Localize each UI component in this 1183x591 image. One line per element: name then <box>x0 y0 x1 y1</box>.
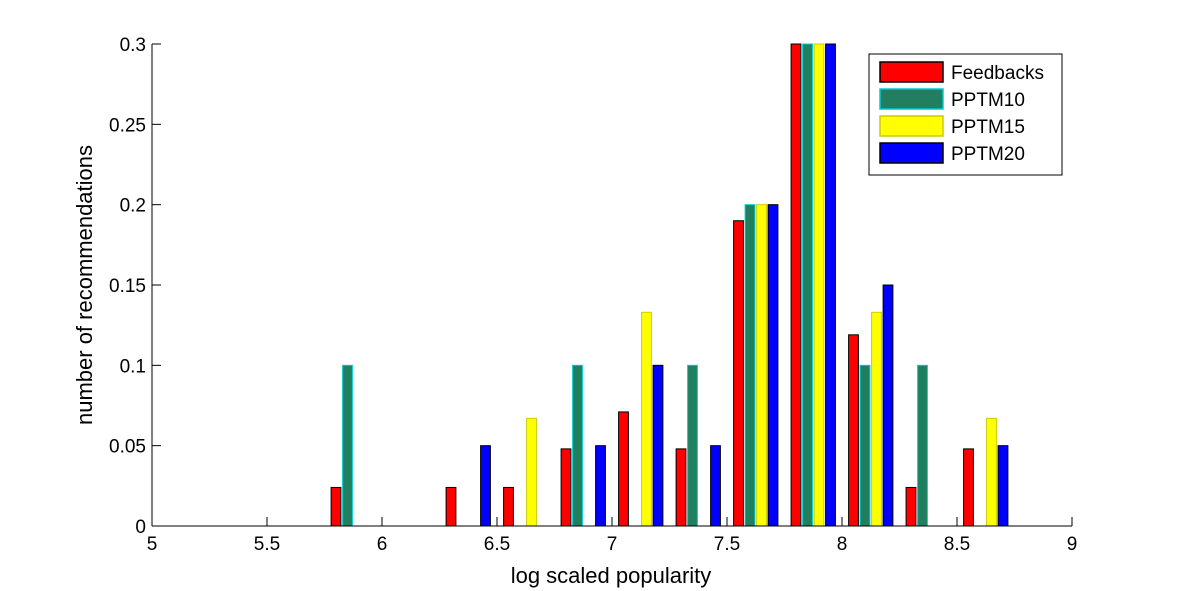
legend: Feedbacks PPTM10 PPTM15 PPTM20 <box>868 53 1063 176</box>
bar-pptm20-8 <box>652 364 664 527</box>
bar-pptm10-7 <box>572 364 583 527</box>
bar-pptm15-12 <box>871 311 882 527</box>
y-tick-label: 0.15 <box>109 276 146 297</box>
bar-pptm20-9 <box>710 445 721 527</box>
bar-feedbacks-6 <box>503 486 514 527</box>
bar-feedbacks-7 <box>560 448 572 527</box>
bar-pptm15-8 <box>641 311 652 527</box>
axes-layer: 5 5.5 6 6.5 7 7.5 8 8.5 9 0 0.05 0.1 0.15 0.2 0.25 0.3 <box>109 35 1077 555</box>
x-axis-label: log scaled popularity <box>511 563 712 588</box>
bar-pptm10-12 <box>859 364 871 527</box>
bar-pptm20-14 <box>997 445 1009 527</box>
legend-swatch-feedbacks <box>879 61 944 83</box>
bar-feedbacks-8 <box>618 411 629 527</box>
bar-pptm15-6 <box>526 417 537 527</box>
y-tick-label: 0.25 <box>109 115 146 136</box>
bar-feedbacks-5 <box>445 486 457 527</box>
y-tick-label: 0.05 <box>109 437 146 458</box>
y-tick-label: 0.1 <box>120 356 146 377</box>
y-tick-label: 0.3 <box>120 35 146 56</box>
bar-pptm15-14 <box>986 417 997 527</box>
x-tick-label: 7 <box>607 534 618 555</box>
legend-label-pptm15: PPTM15 <box>951 117 1025 138</box>
x-tick-label: 9 <box>1067 534 1078 555</box>
x-tick-label: 5 <box>147 534 158 555</box>
bar-feedbacks-10 <box>733 220 744 527</box>
bar-pptm10-13 <box>917 364 928 527</box>
bar-pptm10-9 <box>687 364 698 527</box>
y-tick-label: 0 <box>135 517 146 538</box>
bars-layer <box>330 43 1009 527</box>
bar-pptm10-3 <box>342 364 353 527</box>
bar-pptm10-10 <box>744 204 756 527</box>
bar-pptm20-11 <box>825 43 836 527</box>
bar-feedbacks-9 <box>675 448 687 527</box>
bar-feedbacks-11 <box>790 43 802 527</box>
bar-feedbacks-12 <box>848 334 859 527</box>
x-tick-label: 6.5 <box>484 534 510 555</box>
bar-pptm20-12 <box>882 284 894 527</box>
bar-feedbacks-13 <box>905 486 917 527</box>
bar-pptm15-10 <box>756 204 767 527</box>
bar-pptm20-5 <box>480 445 491 527</box>
y-axis-label: number of recommendations <box>72 145 97 425</box>
x-tick-label: 8.5 <box>944 534 970 555</box>
x-tick-label: 5.5 <box>254 534 280 555</box>
legend-swatch-pptm15 <box>879 115 944 137</box>
bar-pptm10-11 <box>802 43 813 527</box>
y-tick-label: 0.2 <box>120 196 146 217</box>
legend-label-pptm20: PPTM20 <box>951 144 1025 165</box>
x-tick-label: 8 <box>837 534 848 555</box>
legend-swatch-pptm10 <box>879 88 944 110</box>
legend-swatch-pptm20 <box>879 142 944 164</box>
x-tick-label: 7.5 <box>714 534 740 555</box>
x-tick-label: 6 <box>377 534 388 555</box>
bar-pptm20-7 <box>595 445 606 527</box>
bar-feedbacks-14 <box>963 448 974 527</box>
bar-pptm20-10 <box>767 204 779 527</box>
bar-pptm15-11 <box>813 43 825 527</box>
legend-label-pptm10: PPTM10 <box>951 90 1025 111</box>
legend-label-feedbacks: Feedbacks <box>951 63 1044 84</box>
bar-feedbacks-3 <box>330 486 342 527</box>
